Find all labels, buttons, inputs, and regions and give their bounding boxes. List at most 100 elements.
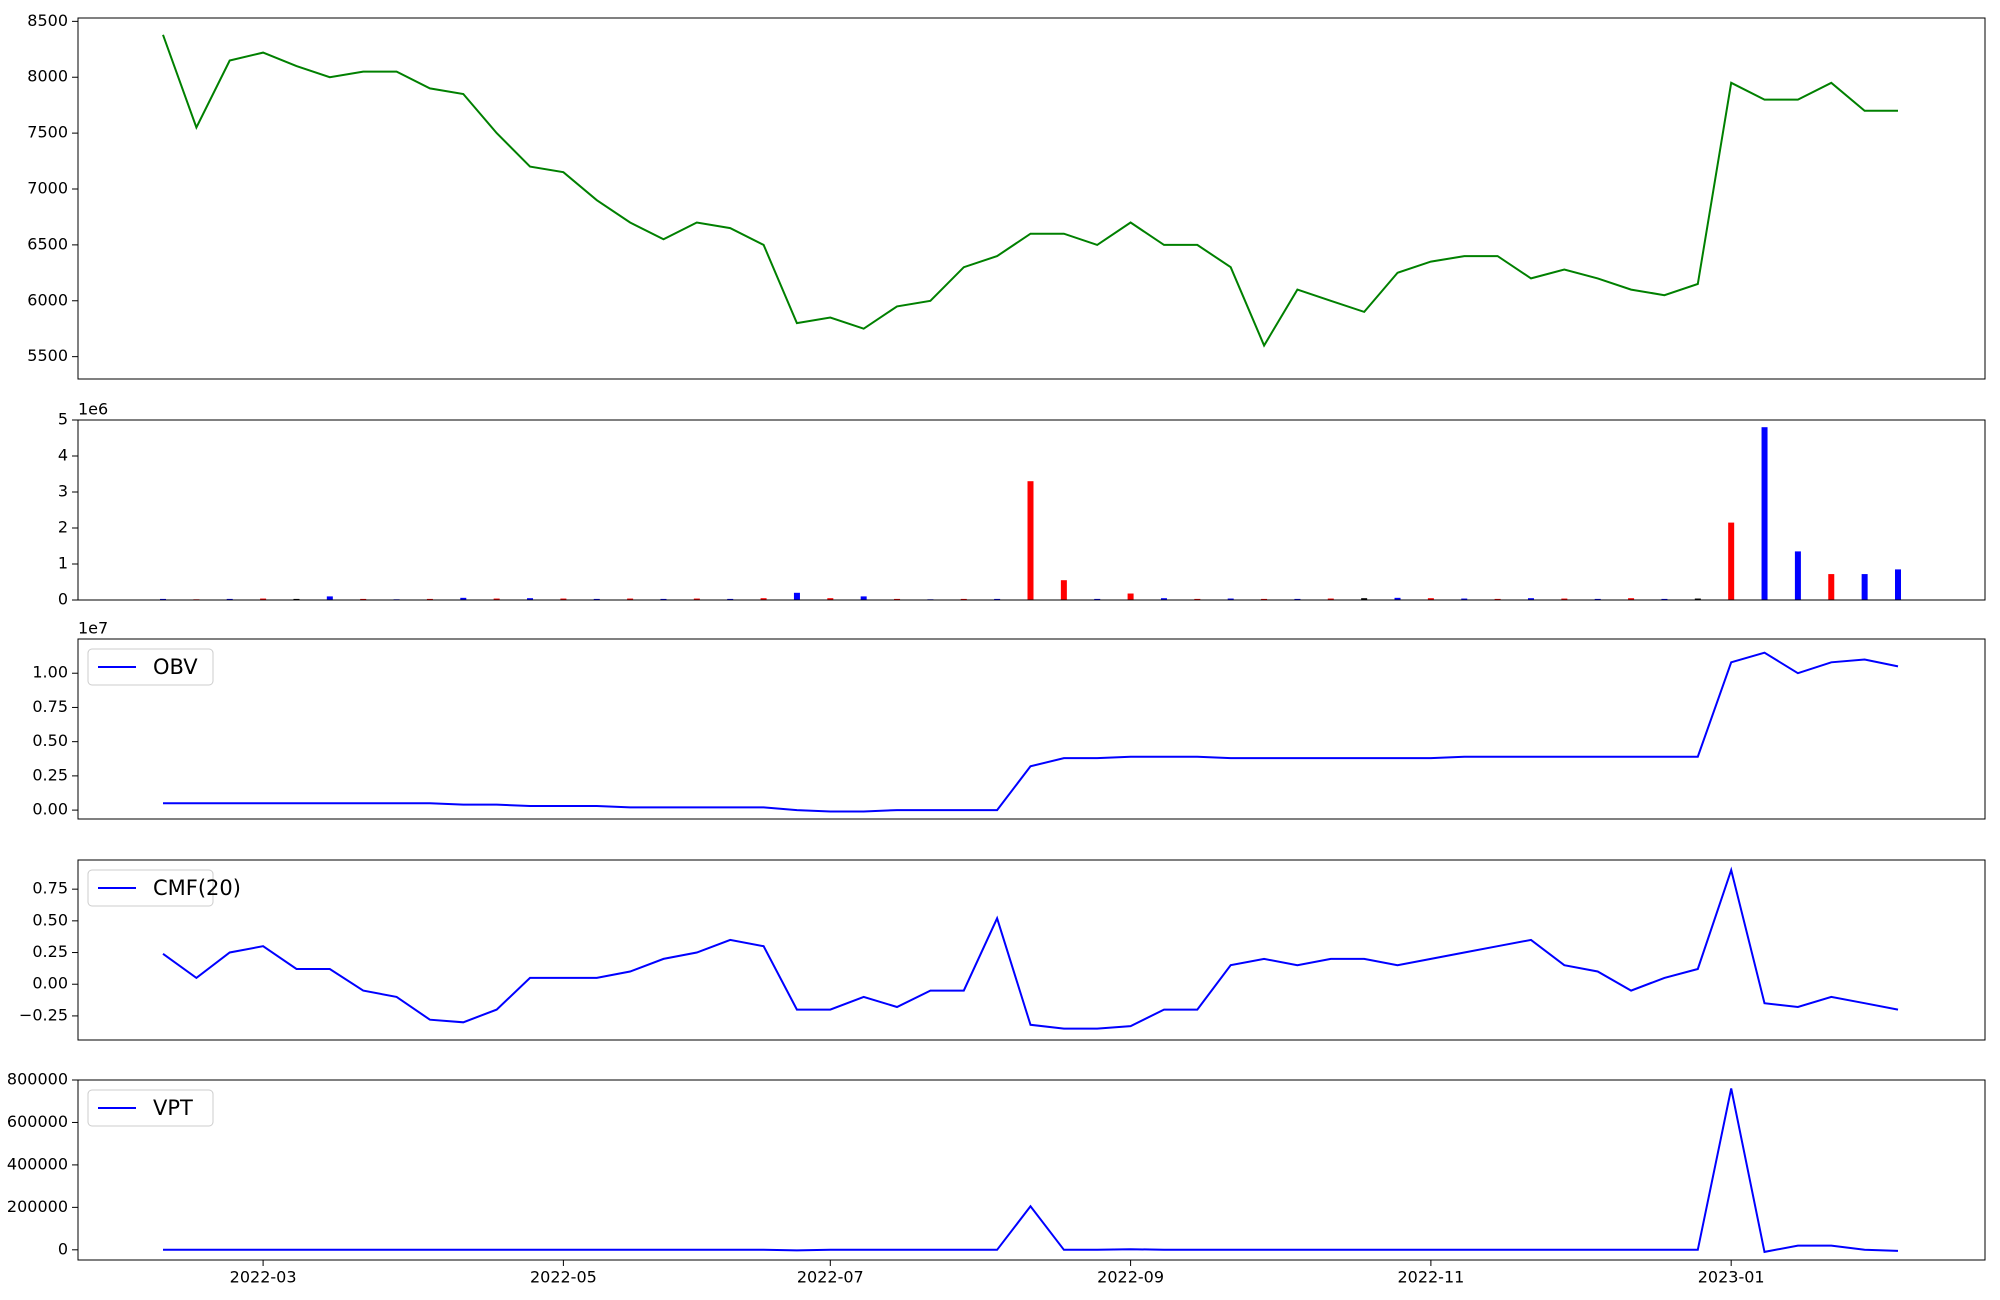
- x-tick-label: 2022-05: [530, 1268, 597, 1287]
- bar: [527, 598, 534, 600]
- bar: [627, 598, 634, 600]
- offset-label: 1e6: [78, 400, 108, 419]
- y-tick-label: 2: [58, 518, 68, 537]
- bar: [1294, 598, 1301, 600]
- y-tick-label: 7000: [27, 179, 68, 198]
- bar: [1127, 593, 1134, 600]
- bar: [1194, 598, 1201, 600]
- bar: [727, 598, 734, 600]
- bar: [1027, 481, 1034, 600]
- bar: [1661, 598, 1668, 600]
- bar: [560, 598, 567, 600]
- bar: [1160, 598, 1167, 600]
- bar: [160, 598, 166, 600]
- bar: [1461, 598, 1468, 600]
- legend-box: [87, 869, 214, 907]
- bar: [1561, 598, 1568, 600]
- bar: [1694, 598, 1701, 600]
- x-tick-label: 2022-11: [1397, 1268, 1464, 1287]
- y-tick-label: 0.75: [32, 879, 68, 898]
- panel-frame: [77, 17, 1986, 380]
- bar: [760, 598, 767, 600]
- y-tick-label: 0.25: [32, 942, 68, 961]
- bar: [894, 598, 901, 600]
- bar: [1594, 598, 1601, 600]
- bar: [1494, 598, 1501, 600]
- bar: [260, 598, 267, 600]
- x-tick-label: 2022-09: [1097, 1268, 1164, 1287]
- y-tick-label: 800000: [7, 1070, 68, 1089]
- bar: [1060, 580, 1067, 600]
- legend-box: [87, 648, 214, 686]
- y-tick-label: 5500: [27, 346, 68, 365]
- panel-frame: [77, 638, 1986, 820]
- y-tick-label: 600000: [7, 1112, 68, 1131]
- legend-label: OBV: [153, 655, 198, 679]
- y-tick-label: 6000: [27, 290, 68, 309]
- bar: [293, 598, 300, 600]
- bar: [1227, 598, 1234, 600]
- y-tick-label: 7500: [27, 123, 68, 142]
- offset-label: 1e7: [78, 619, 108, 638]
- y-tick-label: 0.00: [32, 974, 68, 993]
- bar: [1327, 598, 1334, 600]
- bar: [960, 598, 967, 600]
- y-tick-label: 6500: [27, 234, 68, 253]
- bar: [827, 598, 834, 600]
- bar: [593, 598, 600, 600]
- bar: [493, 598, 500, 600]
- bar: [1527, 598, 1534, 600]
- x-tick-label: 2022-03: [230, 1268, 297, 1287]
- y-tick-label: 8500: [27, 11, 68, 30]
- panel-frame: [77, 419, 1986, 601]
- bar: [1427, 598, 1434, 600]
- panel-frame: [77, 859, 1986, 1041]
- legend-box: [87, 1089, 214, 1127]
- y-tick-label: 0: [58, 590, 68, 609]
- bar: [426, 598, 433, 600]
- x-tick-label: 2022-07: [797, 1268, 864, 1287]
- y-tick-label: 0: [58, 1239, 68, 1258]
- bar: [1895, 569, 1901, 600]
- series-line: [163, 1088, 1899, 1254]
- bar: [1361, 598, 1368, 600]
- bar: [1794, 551, 1801, 600]
- y-tick-label: 0.50: [32, 910, 68, 929]
- bar: [360, 598, 367, 600]
- y-tick-label: 400000: [7, 1154, 68, 1173]
- y-tick-label: 200000: [7, 1197, 68, 1216]
- y-tick-label: 0.25: [32, 765, 68, 784]
- series-line: [162, 866, 1899, 1030]
- bar: [793, 592, 800, 600]
- bar: [226, 598, 233, 600]
- bar: [693, 598, 700, 600]
- bar: [460, 597, 467, 600]
- y-tick-label: 4: [58, 446, 68, 465]
- bar: [994, 598, 1001, 600]
- bar: [1261, 598, 1268, 600]
- series-line: [163, 651, 1899, 813]
- y-tick-label: 0.00: [32, 800, 68, 819]
- y-tick-label: 5: [58, 410, 68, 429]
- y-tick-label: 3: [58, 482, 68, 501]
- bar: [1828, 574, 1835, 600]
- bar: [326, 596, 333, 600]
- y-tick-label: 8000: [27, 67, 68, 86]
- y-tick-label: 1: [58, 554, 68, 573]
- y-tick-label: 0.50: [32, 731, 68, 750]
- bar: [1728, 522, 1735, 600]
- bar: [1628, 598, 1635, 600]
- bar: [1861, 574, 1868, 600]
- legend-label: VPT: [153, 1096, 193, 1120]
- y-tick-label: 1.00: [32, 663, 68, 682]
- x-tick-label: 2023-01: [1698, 1268, 1765, 1287]
- bar: [1394, 597, 1401, 600]
- y-tick-label: −0.25: [19, 1005, 68, 1024]
- legend-label: CMF(20): [153, 876, 241, 900]
- panel-frame: [77, 1079, 1986, 1261]
- bar: [1094, 598, 1101, 600]
- y-tick-label: 0.75: [32, 697, 68, 716]
- series-line: [162, 34, 1898, 348]
- bar: [860, 596, 867, 600]
